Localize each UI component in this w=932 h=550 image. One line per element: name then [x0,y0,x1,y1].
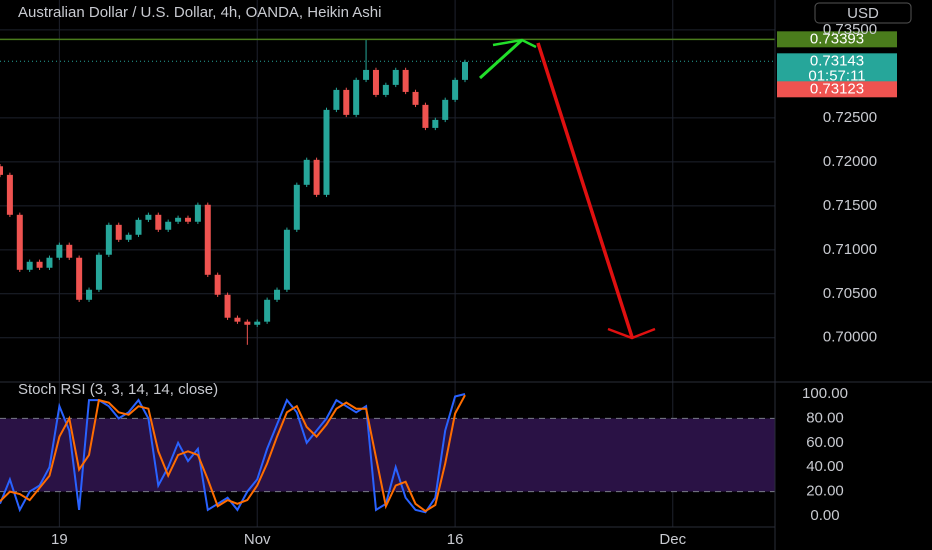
y-tick-label: 80.00 [806,409,844,426]
candle-body [402,69,409,92]
price-tag-label: 0.73143 [810,52,864,69]
candle-body [422,104,429,128]
candle-body [303,159,310,185]
candle-body [6,174,13,215]
candle-body [412,91,419,105]
candle-body [66,244,73,258]
candle-body [105,224,112,255]
y-tick-label: 100.00 [802,385,848,402]
candle-body [372,69,379,95]
price-tag-label: 01:57:11 [808,67,865,84]
candle-body [214,274,221,295]
grid [0,0,775,527]
candle-body [442,99,449,120]
candle-body [155,214,162,230]
y-tick-label: 0.00 [810,507,839,524]
candle-body [283,229,290,290]
drawing-arrow-up [478,38,524,80]
y-tick-label: 0.73500 [823,21,877,38]
candle-body [462,61,468,80]
candle-body [323,109,330,195]
candle-body [333,89,340,110]
candle-body [165,221,172,230]
indicator-title: Stoch RSI (3, 3, 14, 14, close) [18,381,218,398]
candle-body [0,166,3,175]
candle-body [244,321,251,325]
currency-button[interactable] [814,2,912,24]
price-tag-label: 0.73123 [810,80,864,97]
drawing-arrowhead [607,327,656,340]
candle-body [184,217,191,222]
candle-body [363,69,370,80]
candle-body [224,294,231,318]
x-tick-label: Dec [659,531,686,548]
y-tick-label: 0.72500 [823,109,877,126]
candle-body [46,257,53,268]
drawing-arrowhead [492,38,537,49]
candle-body [313,159,320,195]
candle-body [56,244,63,258]
chart-title: Australian Dollar / U.S. Dollar, 4h, OAN… [18,4,381,21]
y-tick-label: 0.70000 [823,329,877,346]
candle-body [115,224,122,240]
marks [0,38,775,514]
price-tag-label: 0.73393 [810,30,864,47]
price-tag [777,81,897,98]
candle-body [382,84,389,95]
candle-body [392,69,399,85]
candle-body [16,214,23,270]
drawing-arrow-down [536,42,634,338]
y-tick-label: 0.70500 [823,285,877,302]
y-tick-label: 0.72000 [823,153,877,170]
price-tag [777,53,897,70]
candle-body [264,299,271,322]
candle-body [135,219,142,235]
y-tick-label: 0.71000 [823,241,877,258]
candle-body [76,257,83,300]
candle-body [432,119,439,128]
candle-body [293,184,300,230]
price-tag [777,31,897,48]
candle-body [204,204,211,275]
candle-body [36,261,43,268]
candle-body [254,321,261,325]
candle-body [26,261,33,270]
price-tag [777,68,897,85]
candle-body [452,79,459,100]
y-tick-label: 0.71500 [823,197,877,214]
y-tick-label: 60.00 [806,434,844,451]
x-tick-label: 16 [447,531,464,548]
y-tick-label: 40.00 [806,458,844,475]
x-tick-label: 19 [51,531,68,548]
currency-label[interactable]: USD [847,5,879,22]
candle-body [353,79,360,115]
candle-body [194,204,201,222]
indicator-line [0,393,466,514]
candle-body [175,217,182,222]
band [0,418,775,492]
candle-body [274,289,281,300]
candle-body [343,89,350,115]
x-tick-label: Nov [244,531,271,548]
candle-body [86,289,93,300]
candle-body [234,317,241,322]
indicator-line [0,394,466,513]
y-tick-label: 20.00 [806,483,844,500]
candle-body [95,254,102,290]
candle-body [125,234,132,240]
candle-body [145,214,152,220]
